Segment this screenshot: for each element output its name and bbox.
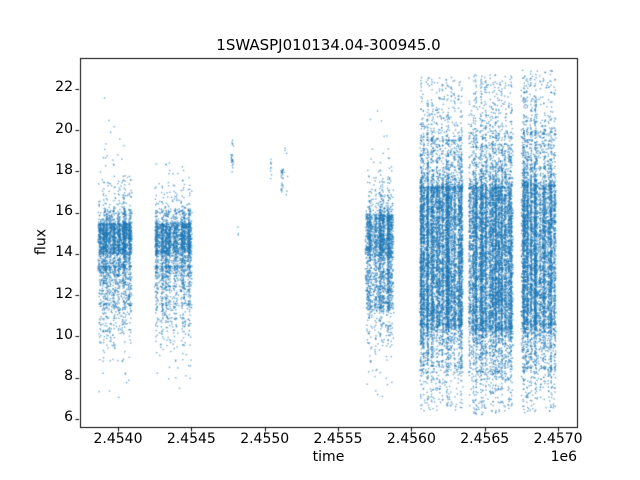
y-tick-label: 10 bbox=[55, 326, 73, 343]
chart-title: 1SWASPJ010134.04-300945.0 bbox=[216, 36, 441, 54]
x-tick-label: 2.4545 bbox=[166, 431, 216, 447]
x-axis-label: time bbox=[312, 449, 345, 465]
y-tick-label: 20 bbox=[55, 120, 73, 137]
y-tick-label: 22 bbox=[55, 79, 73, 96]
y-tick-label: 8 bbox=[64, 368, 73, 385]
x-tick-label: 2.4555 bbox=[313, 431, 363, 447]
x-tick-label: 2.4560 bbox=[386, 431, 436, 447]
y-tick-label: 18 bbox=[55, 161, 73, 178]
x-tick-label: 2.4540 bbox=[93, 431, 143, 447]
y-tick-label: 6 bbox=[64, 409, 73, 426]
x-tick-label: 2.4570 bbox=[533, 431, 583, 447]
x-tick-label: 2.4565 bbox=[460, 431, 510, 447]
y-tick-label: 16 bbox=[55, 203, 73, 220]
x-axis-offset-label: 1e6 bbox=[550, 449, 577, 465]
y-tick-label: 12 bbox=[55, 285, 73, 302]
x-tick-label: 2.4550 bbox=[240, 431, 290, 447]
y-tick-label: 14 bbox=[55, 244, 73, 261]
